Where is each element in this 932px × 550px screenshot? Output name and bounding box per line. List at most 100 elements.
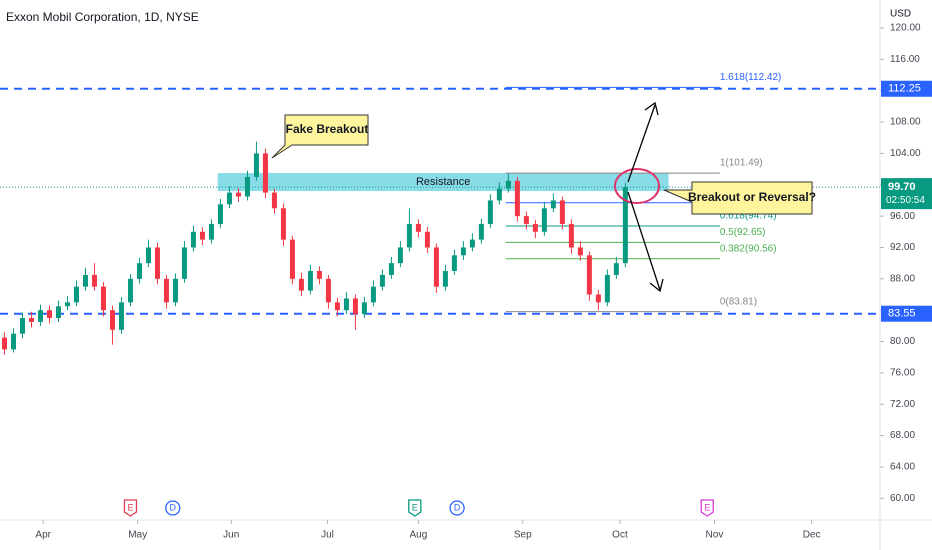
- level-badge: [881, 305, 932, 322]
- candle-body: [307, 270, 313, 291]
- x-tick-label: Apr: [35, 530, 51, 541]
- candle-body: [298, 278, 304, 291]
- callout-box: [663, 181, 813, 215]
- background-layer: Resistance1.618(112.42)1(101.49)0.786(97…: [0, 27, 884, 524]
- candle-body: [280, 208, 286, 240]
- candle-body: [523, 216, 529, 224]
- x-tick-label: Jun: [223, 530, 239, 541]
- candle-body: [397, 247, 403, 264]
- callout-box: [271, 114, 369, 159]
- candle-body: [586, 255, 592, 295]
- candle-body: [460, 247, 466, 256]
- candle-body: [478, 223, 484, 240]
- event-label: D: [170, 502, 177, 512]
- candle-body: [352, 298, 358, 315]
- overlay-layer: Fake Breakout Breakout or Reversal? Exxo…: [6, 9, 932, 541]
- candle-body: [433, 247, 439, 287]
- candle-body: [253, 153, 259, 177]
- candle-body: [622, 187, 628, 264]
- last-price-text: 99.70: [888, 181, 916, 193]
- candle-body: [316, 270, 322, 279]
- countdown-text: 02:50:54: [886, 195, 925, 206]
- candle-body: [136, 263, 142, 279]
- y-tick-label: 92.00: [890, 242, 915, 253]
- y-tick-label: 120.00: [890, 23, 921, 34]
- x-tick-label: May: [128, 530, 147, 541]
- x-tick-label: Oct: [612, 530, 628, 541]
- candle-body: [550, 200, 556, 209]
- fib-label: 1(101.49): [720, 158, 763, 169]
- candle-body: [10, 333, 16, 350]
- level-badge-text: 83.55: [888, 308, 916, 320]
- event-icon: [700, 499, 714, 517]
- level-badge: [881, 80, 932, 97]
- candle-body: [1, 337, 7, 350]
- candle-body: [217, 204, 223, 224]
- event-icon: [123, 499, 138, 517]
- candle-body: [505, 180, 511, 189]
- candle-body: [496, 188, 502, 201]
- candle-body: [370, 286, 376, 303]
- candle-body: [100, 286, 106, 311]
- candle-body: [424, 231, 430, 248]
- resistance-zone: [217, 173, 669, 192]
- candle-body: [289, 239, 295, 279]
- candle-body: [568, 223, 574, 248]
- candle-body: [595, 294, 601, 303]
- candle-body: [37, 310, 43, 322]
- down-arrow-head: [649, 278, 664, 293]
- candle-body: [532, 223, 538, 232]
- candle-body: [109, 310, 115, 330]
- event-icon: [408, 499, 422, 517]
- chart-title: Exxon Mobil Corporation, 1D, NYSE: [6, 10, 199, 24]
- candle-body: [55, 306, 61, 319]
- x-tick-label: Sep: [514, 530, 532, 541]
- candle-body: [181, 247, 187, 279]
- candle-body: [28, 318, 34, 322]
- y-tick-label: 64.00: [890, 462, 915, 473]
- event-label: E: [127, 502, 133, 512]
- candle-body: [271, 192, 277, 209]
- candle-body: [163, 278, 169, 303]
- event-icon: [449, 500, 465, 516]
- candle-body: [226, 192, 232, 205]
- y-tick-label: 108.00: [890, 117, 921, 128]
- fib-label: 0(83.81): [720, 296, 757, 307]
- event-label: E: [412, 502, 418, 512]
- callout-text: Breakout or Reversal?: [688, 190, 816, 204]
- y-tick-label: 104.00: [890, 148, 921, 159]
- candle-body: [604, 274, 610, 303]
- candle-body: [577, 247, 583, 256]
- fib-label: 0.382(90.56): [720, 243, 777, 254]
- y-tick-label: 116.00: [890, 54, 920, 65]
- x-tick-label: Nov: [706, 530, 724, 541]
- candle-body: [127, 278, 133, 303]
- candle-body: [199, 231, 205, 240]
- y-tick-label: 80.00: [890, 336, 915, 347]
- candle-body: [118, 302, 124, 330]
- up-arrow-head: [644, 101, 659, 116]
- candle-body: [613, 263, 619, 275]
- candle-body: [172, 278, 178, 303]
- candle-body: [379, 274, 385, 287]
- plot-layer: [1, 141, 628, 355]
- candle-body: [451, 255, 457, 271]
- candle-body: [559, 200, 565, 224]
- fib-label: 0.5(92.65): [720, 227, 766, 238]
- candle-body: [334, 302, 340, 311]
- candle-body: [262, 153, 268, 193]
- y-tick-label: 68.00: [890, 430, 915, 441]
- candle-body: [415, 223, 421, 232]
- candle-body: [208, 223, 214, 240]
- level-badge-text: 112.25: [888, 83, 921, 95]
- callout-text: Fake Breakout: [286, 122, 369, 136]
- candle-body: [406, 223, 412, 248]
- candle-body: [82, 274, 88, 287]
- y-tick-label: 76.00: [890, 368, 915, 379]
- candle-body: [19, 318, 25, 334]
- candle-body: [91, 274, 97, 287]
- y-tick-label: 72.00: [890, 399, 915, 410]
- candle-body: [487, 200, 493, 224]
- candle-body: [361, 302, 367, 315]
